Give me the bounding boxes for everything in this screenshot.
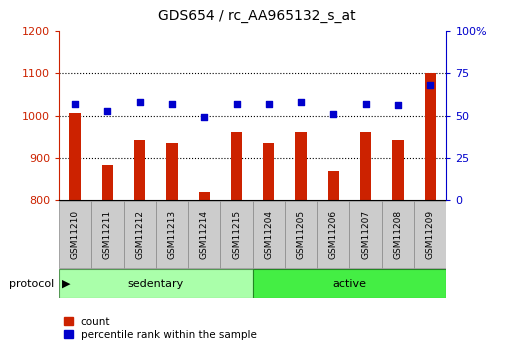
Bar: [102, 166, 113, 200]
FancyBboxPatch shape: [414, 201, 446, 268]
Point: [200, 115, 208, 120]
FancyBboxPatch shape: [252, 269, 446, 298]
Bar: [392, 140, 404, 200]
FancyBboxPatch shape: [285, 201, 317, 268]
Text: GSM11207: GSM11207: [361, 210, 370, 259]
FancyBboxPatch shape: [221, 201, 252, 268]
Point: [168, 101, 176, 107]
Text: sedentary: sedentary: [128, 279, 184, 289]
Point: [362, 101, 370, 107]
FancyBboxPatch shape: [156, 201, 188, 268]
FancyBboxPatch shape: [252, 201, 285, 268]
Bar: [69, 114, 81, 200]
Text: GSM11205: GSM11205: [297, 210, 306, 259]
Text: GSM11211: GSM11211: [103, 210, 112, 259]
Text: protocol: protocol: [9, 279, 54, 289]
FancyBboxPatch shape: [59, 269, 252, 298]
Bar: [134, 140, 145, 200]
FancyBboxPatch shape: [382, 201, 414, 268]
Text: GSM11214: GSM11214: [200, 210, 209, 259]
Point: [265, 101, 273, 107]
Text: GSM11215: GSM11215: [232, 210, 241, 259]
Text: GDS654 / rc_AA965132_s_at: GDS654 / rc_AA965132_s_at: [157, 9, 356, 23]
Bar: [360, 132, 371, 200]
Bar: [425, 73, 436, 200]
Point: [394, 103, 402, 108]
Point: [71, 101, 79, 107]
Bar: [328, 171, 339, 200]
FancyBboxPatch shape: [349, 201, 382, 268]
Text: active: active: [332, 279, 366, 289]
Text: GSM11206: GSM11206: [329, 210, 338, 259]
Bar: [295, 132, 307, 200]
Point: [329, 111, 338, 117]
Point: [297, 99, 305, 105]
Bar: [166, 142, 177, 200]
FancyBboxPatch shape: [91, 201, 124, 268]
FancyBboxPatch shape: [317, 201, 349, 268]
Bar: [263, 144, 274, 200]
Point: [232, 101, 241, 107]
Point: [135, 99, 144, 105]
Text: GSM11212: GSM11212: [135, 210, 144, 259]
Text: GSM11204: GSM11204: [264, 210, 273, 259]
Point: [426, 82, 435, 88]
FancyBboxPatch shape: [124, 201, 156, 268]
Text: GSM11209: GSM11209: [426, 210, 435, 259]
Text: GSM11210: GSM11210: [71, 210, 80, 259]
FancyBboxPatch shape: [188, 201, 221, 268]
Text: GSM11213: GSM11213: [167, 210, 176, 259]
Legend: count, percentile rank within the sample: count, percentile rank within the sample: [64, 317, 256, 340]
Point: [103, 108, 111, 113]
Bar: [199, 193, 210, 200]
Text: GSM11208: GSM11208: [393, 210, 402, 259]
Bar: [231, 132, 242, 200]
Text: ▶: ▶: [62, 279, 70, 289]
FancyBboxPatch shape: [59, 201, 91, 268]
